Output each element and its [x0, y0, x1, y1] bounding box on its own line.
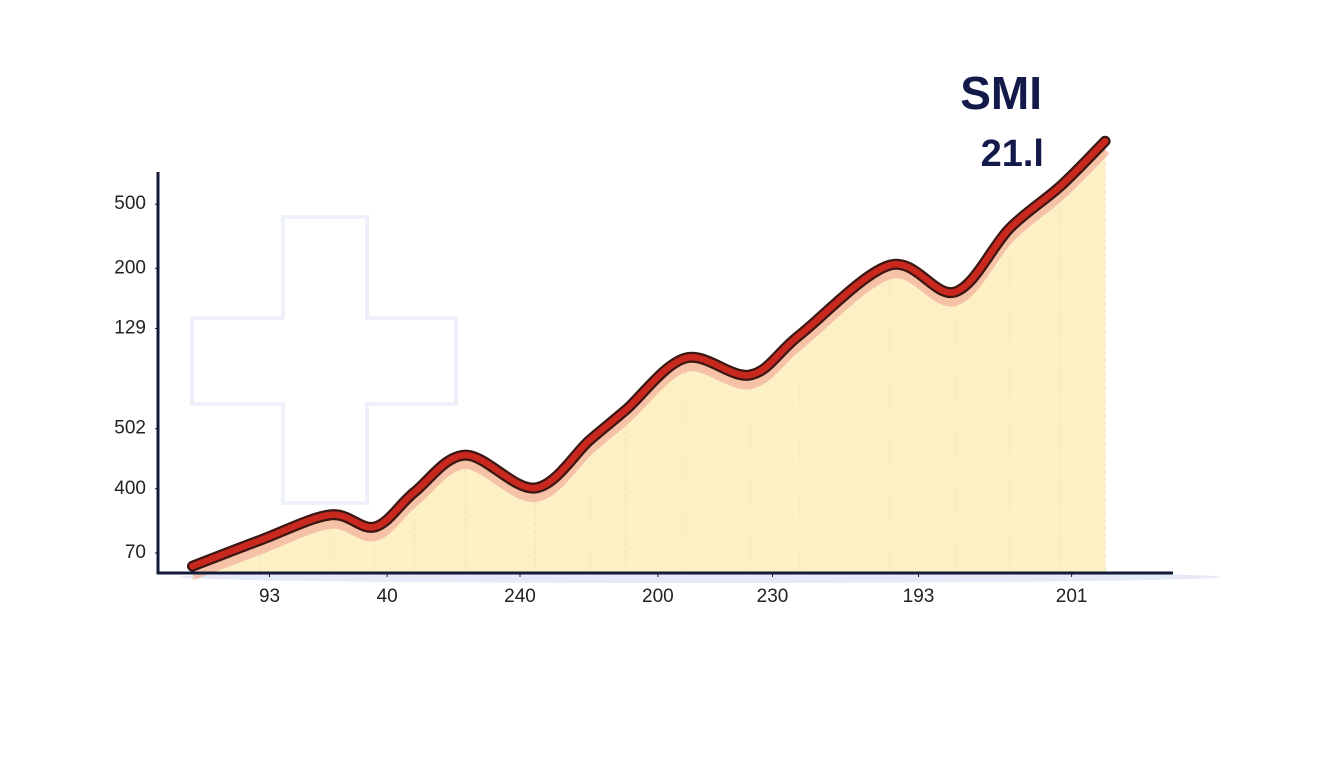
x-tick-label: 93: [259, 586, 280, 607]
x-tick-label: 200: [642, 586, 674, 607]
y-tick-label: 70: [125, 542, 146, 563]
y-tick-label: 400: [114, 478, 146, 499]
y-tick-label: 502: [114, 418, 146, 439]
x-tick-label: 230: [757, 586, 789, 607]
x-tick-label: 193: [903, 586, 935, 607]
plot: [186, 135, 1111, 581]
y-tick-label: 500: [114, 193, 146, 214]
line: [189, 137, 1109, 570]
y-tick-label: 129: [114, 317, 146, 338]
watermark: [190, 215, 458, 505]
x-tick-label: 40: [377, 586, 398, 607]
chart-title: SMI: [960, 67, 1042, 119]
x-tick-label: 201: [1056, 586, 1088, 607]
x-tick-label: 240: [504, 586, 536, 607]
line-shadow: [190, 144, 1110, 580]
y-tick-label: 200: [114, 257, 146, 278]
area: [192, 141, 1106, 574]
chart-subtitle: 21.l: [981, 133, 1044, 175]
